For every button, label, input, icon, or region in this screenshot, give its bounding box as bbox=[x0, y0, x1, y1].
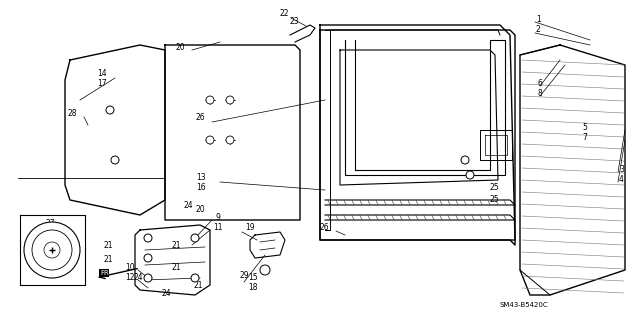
Text: 21: 21 bbox=[193, 280, 202, 290]
Circle shape bbox=[24, 222, 80, 278]
Circle shape bbox=[144, 274, 152, 282]
Text: 16: 16 bbox=[196, 183, 205, 192]
Text: 12: 12 bbox=[125, 272, 134, 281]
Text: 8: 8 bbox=[537, 88, 541, 98]
Text: 14: 14 bbox=[97, 69, 107, 78]
Text: 26: 26 bbox=[320, 224, 330, 233]
Text: 24: 24 bbox=[134, 272, 143, 281]
Text: 3: 3 bbox=[619, 166, 624, 174]
Text: 11: 11 bbox=[213, 224, 223, 233]
Text: 19: 19 bbox=[245, 224, 255, 233]
Text: 26: 26 bbox=[195, 114, 205, 122]
Text: FR: FR bbox=[100, 270, 109, 276]
Text: 21: 21 bbox=[103, 241, 113, 250]
Circle shape bbox=[461, 156, 469, 164]
Text: 24: 24 bbox=[183, 202, 193, 211]
Circle shape bbox=[466, 171, 474, 179]
Text: 20: 20 bbox=[176, 43, 186, 53]
Text: 28: 28 bbox=[68, 108, 77, 117]
Text: 13: 13 bbox=[196, 174, 205, 182]
Circle shape bbox=[44, 242, 60, 258]
Circle shape bbox=[226, 96, 234, 104]
Circle shape bbox=[260, 265, 270, 275]
Circle shape bbox=[111, 156, 119, 164]
Circle shape bbox=[144, 254, 152, 262]
Circle shape bbox=[106, 106, 114, 114]
Circle shape bbox=[206, 136, 214, 144]
Circle shape bbox=[191, 234, 199, 242]
Text: 17: 17 bbox=[97, 78, 107, 87]
Text: 23: 23 bbox=[289, 18, 299, 26]
Text: 18: 18 bbox=[248, 284, 257, 293]
Text: 9: 9 bbox=[215, 213, 220, 222]
Text: 7: 7 bbox=[582, 133, 587, 143]
Text: 6: 6 bbox=[537, 78, 542, 87]
Text: 2: 2 bbox=[536, 26, 541, 34]
Text: 29: 29 bbox=[240, 271, 250, 280]
Text: 21: 21 bbox=[172, 263, 182, 272]
Circle shape bbox=[206, 96, 214, 104]
Circle shape bbox=[144, 234, 152, 242]
Text: 21: 21 bbox=[172, 241, 182, 250]
Text: 22: 22 bbox=[280, 9, 289, 18]
Circle shape bbox=[226, 136, 234, 144]
Text: 4: 4 bbox=[619, 175, 624, 184]
Circle shape bbox=[32, 230, 72, 270]
Text: 10: 10 bbox=[125, 263, 134, 271]
Text: 15: 15 bbox=[248, 273, 258, 283]
Text: 21: 21 bbox=[103, 256, 113, 264]
Text: SM43-B5420C: SM43-B5420C bbox=[500, 302, 548, 308]
Text: 25: 25 bbox=[490, 183, 500, 192]
Text: 5: 5 bbox=[582, 123, 587, 132]
Text: 27: 27 bbox=[45, 219, 54, 227]
Circle shape bbox=[191, 274, 199, 282]
Text: 1: 1 bbox=[536, 16, 541, 25]
Text: 20: 20 bbox=[196, 205, 205, 214]
Text: 25: 25 bbox=[490, 196, 500, 204]
Text: 24: 24 bbox=[162, 288, 172, 298]
